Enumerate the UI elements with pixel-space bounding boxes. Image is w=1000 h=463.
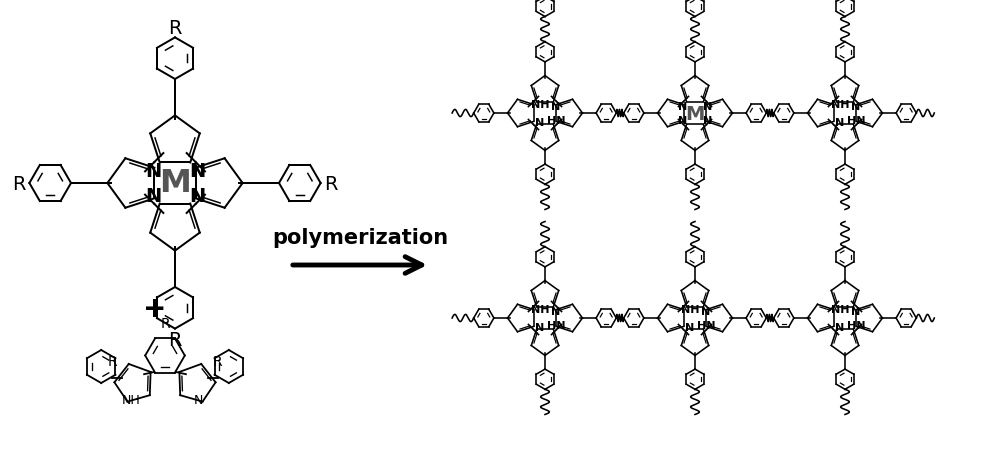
Text: N: N	[703, 115, 712, 125]
Text: N: N	[551, 306, 561, 316]
Text: N: N	[678, 115, 687, 125]
Text: M: M	[159, 168, 191, 199]
Text: N: N	[851, 306, 861, 316]
Text: N: N	[535, 117, 545, 127]
Text: R: R	[168, 19, 182, 38]
Text: N: N	[835, 322, 845, 332]
Text: R: R	[107, 354, 117, 368]
Text: N: N	[678, 102, 687, 112]
Text: HN: HN	[547, 321, 565, 331]
Text: N: N	[835, 117, 845, 127]
Text: M: M	[685, 104, 705, 123]
Text: polymerization: polymerization	[272, 227, 448, 247]
Text: NH: NH	[531, 305, 549, 315]
Text: NH: NH	[831, 100, 849, 110]
Text: NH: NH	[122, 393, 141, 406]
Text: N: N	[189, 186, 205, 205]
Text: N: N	[851, 101, 861, 112]
Text: N: N	[145, 186, 161, 205]
Text: N: N	[535, 322, 545, 332]
Text: N: N	[703, 102, 712, 112]
Text: R: R	[168, 330, 182, 349]
Text: N: N	[194, 393, 203, 406]
Text: HN: HN	[697, 321, 715, 331]
Text: HN: HN	[847, 116, 865, 126]
Text: R: R	[213, 354, 223, 368]
Text: N: N	[189, 162, 205, 181]
Text: +: +	[143, 294, 167, 322]
Text: R: R	[12, 174, 26, 193]
Text: NH: NH	[531, 100, 549, 110]
Text: N: N	[685, 322, 695, 332]
Text: N: N	[551, 101, 561, 112]
Text: NH: NH	[681, 305, 699, 315]
Text: NH: NH	[831, 305, 849, 315]
Text: HN: HN	[547, 116, 565, 126]
Text: R: R	[160, 316, 170, 330]
Text: R: R	[324, 174, 338, 193]
Text: N: N	[145, 162, 161, 181]
Text: N: N	[701, 306, 711, 316]
Text: HN: HN	[847, 321, 865, 331]
